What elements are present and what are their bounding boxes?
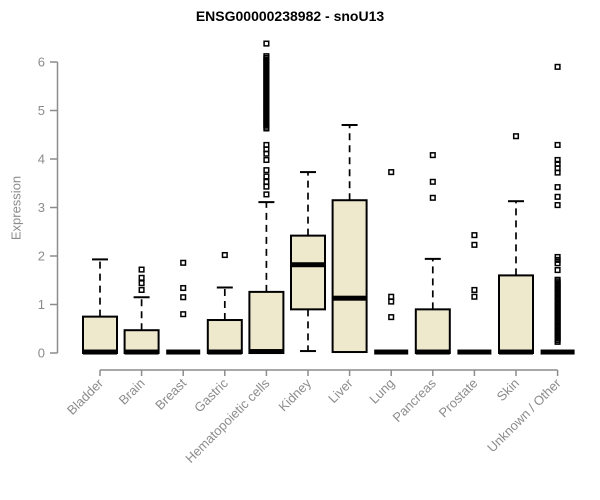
x-tick-label: Liver [325,375,356,406]
median-Pancreas [415,349,450,355]
outlier-point [180,284,187,292]
outlier-point [138,286,145,293]
outlier-point [263,191,270,198]
y-tick-label: 5 [38,103,45,118]
outlier-point [554,63,561,70]
outlier-point [388,293,395,300]
median-Gastric [207,349,242,355]
outlier-point [429,152,436,159]
outlier-point [471,232,478,239]
outlier-point [429,194,436,201]
median-Prostate [457,349,492,355]
outlier-point [263,178,270,185]
outlier-point [554,184,561,191]
outlier-point [263,183,270,190]
box-Pancreas [414,308,451,355]
box-Kidney [290,234,326,311]
outlier-point [512,133,520,140]
x-tick-label: Brain [116,376,148,408]
y-tick-label: 4 [38,152,45,167]
chart-title: ENSG00000238982 - snoU13 [195,8,385,24]
median-Kidney [291,262,325,268]
outlier-point [429,178,436,185]
outlier-point [554,169,561,176]
outlier-point [263,167,270,174]
box-Liver [331,199,368,354]
x-tick-label: Unknown / Other [484,375,564,455]
outlier-point [221,251,228,259]
outlier-point [138,274,145,281]
outlier-point [263,156,270,164]
outlier-point [263,40,270,47]
x-tick-label: Kidney [275,375,314,414]
median-Breast [166,349,201,355]
outlier-point [554,267,561,274]
outlier-point [554,141,561,148]
x-tick-label: Gastric [191,375,231,415]
x-tick-label: Breast [152,375,189,412]
box-Bladder [82,315,118,354]
x-tick-label: Pancreas [389,375,439,425]
outlier-point [554,202,561,209]
box-Hematopoietic cells [248,290,285,355]
outlier-point [180,294,187,301]
outlier-point [388,169,395,176]
outlier-point [554,256,561,263]
outlier-point [554,193,561,200]
x-tick-label: Prostate [436,376,481,421]
y-tick-label: 2 [38,249,45,264]
outlier-point [263,53,270,60]
outlier-point [471,241,478,248]
median-Bladder [83,349,117,355]
outlier-point [471,293,478,300]
median-Hematopoietic cells [249,349,284,355]
y-tick-label: 3 [38,200,45,215]
outlier-point [554,276,561,283]
y-tick-label: 1 [38,297,45,312]
outlier-point [263,150,270,157]
x-tick-label: Skin [494,376,522,404]
median-Liver [332,295,367,301]
outlier-point [388,298,395,305]
y-tick-label: 0 [38,346,45,361]
median-Lung [374,349,409,355]
outlier-point [554,260,561,267]
x-tick-label: Lung [366,376,397,407]
outlier-point [180,259,187,266]
box-Skin [498,274,534,354]
median-Unknown / Other [540,349,575,355]
outlier-point [138,280,145,287]
x-tick-label: Bladder [64,375,107,418]
outlier-point [263,173,270,180]
outlier-point [138,266,145,273]
median-Brain [124,349,159,355]
outlier-point [388,314,395,321]
box-Gastric [206,319,243,354]
outlier-point [471,286,478,293]
y-tick-label: 6 [38,55,45,70]
outlier-point [180,311,187,318]
median-Skin [499,349,533,355]
